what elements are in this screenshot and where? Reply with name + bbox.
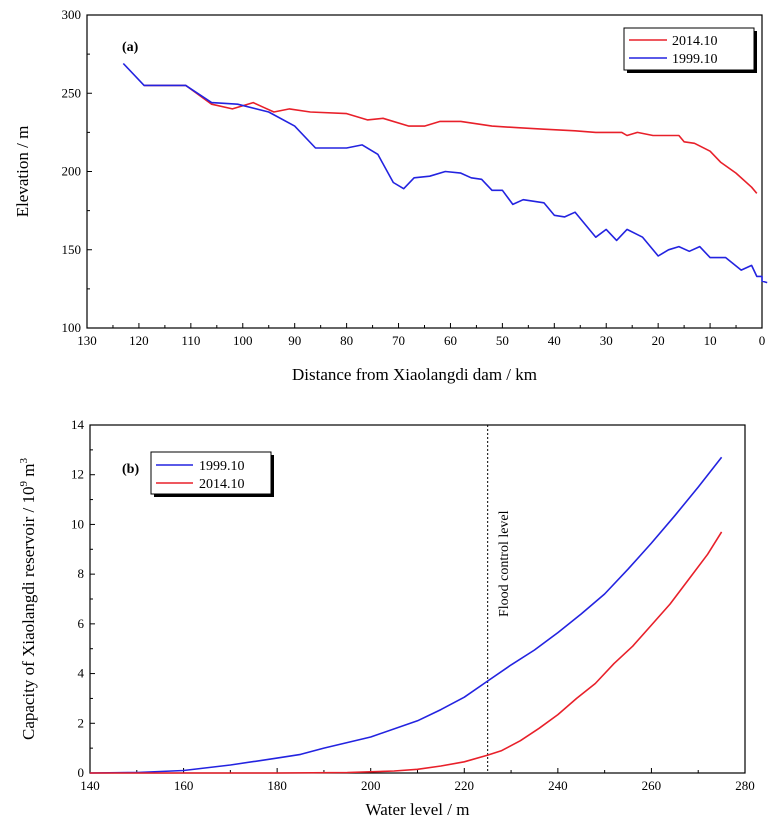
y-tick-label-a-3: 250 (62, 85, 82, 100)
panel-label-b: (b) (122, 462, 139, 477)
legend-entry-2014-a: 2014.10 (672, 34, 718, 49)
ticks-b: 140 160 180 200 220 240 260 280 0 2 4 6 8 10 12 14 (71, 417, 755, 793)
x-tick-label-b-4: 220 (455, 778, 475, 793)
x-tick-label-b-6: 260 (642, 778, 662, 793)
legend-entry-1999-b: 1999.10 (199, 459, 245, 474)
y-tick-label-a-1: 150 (62, 242, 82, 257)
y-tick-label-b-1: 2 (78, 715, 85, 730)
legend-entry-1999-a: 1999.10 (672, 52, 718, 67)
y-tick-label-a-0: 100 (62, 320, 82, 335)
x-tick-label-b-0: 140 (80, 778, 100, 793)
x-tick-label-a-9: 40 (548, 333, 561, 348)
series-b (89, 456, 723, 774)
x-tick-label-a-11: 20 (652, 333, 665, 348)
x-tick-label-a-7: 60 (444, 333, 457, 348)
legend-a: 2014.10 1999.10 (623, 27, 757, 73)
y-tick-label-b-0: 0 (78, 765, 85, 780)
x-tick-label-a-13: 0 (759, 333, 766, 348)
x-tick-label-b-5: 240 (548, 778, 568, 793)
y-axis-label-b: Capacity of Xiaolangdi reservoir / 109 m… (18, 458, 38, 741)
y-tick-label-b-2: 4 (78, 666, 85, 681)
series-line-b-1999-10 (89, 456, 723, 774)
y-axis-label-a: Elevation / m (13, 126, 32, 218)
y-tick-label-b-6: 12 (71, 467, 84, 482)
panel-b: 140 160 180 200 220 240 260 280 0 2 4 6 8 10 12 14 Floo… (18, 417, 755, 819)
y-tick-label-b-4: 8 (78, 566, 85, 581)
legend-b: 1999.10 2014.10 (150, 451, 274, 497)
x-tick-label-a-4: 90 (288, 333, 301, 348)
y-tick-label-b-5: 10 (71, 516, 84, 531)
ticks-a: 130 120 110 100 90 80 70 60 50 40 30 20 10 0100150200… (62, 7, 766, 348)
x-tick-label-a-10: 30 (600, 333, 613, 348)
x-axis-label-a: Distance from Xiaolangdi dam / km (292, 365, 537, 384)
y-tick-label-b-7: 14 (71, 417, 85, 432)
x-tick-label-a-12: 10 (704, 333, 717, 348)
x-tick-label-a-0: 130 (77, 333, 97, 348)
flood-control-label: Flood control level (497, 510, 512, 617)
x-tick-label-a-2: 110 (181, 333, 200, 348)
x-tick-label-b-1: 160 (174, 778, 194, 793)
panel-label-a: (a) (122, 40, 139, 55)
y-tick-label-b-3: 6 (78, 616, 85, 631)
series-line-a-1999-10 (122, 62, 768, 284)
y-tick-label-a-2: 200 (62, 164, 82, 179)
panel-a: 130 120 110 100 90 80 70 60 50 40 30 20 10 0100150200… (13, 7, 768, 384)
x-tick-label-a-6: 70 (392, 333, 405, 348)
x-tick-label-a-1: 120 (129, 333, 149, 348)
x-tick-label-a-5: 80 (340, 333, 353, 348)
legend-entry-2014-b: 2014.10 (199, 477, 245, 492)
x-tick-label-a-3: 100 (233, 333, 253, 348)
x-axis-label-b: Water level / m (366, 800, 470, 819)
x-tick-label-b-2: 180 (267, 778, 287, 793)
series-a (122, 62, 768, 284)
y-tick-label-a-4: 300 (62, 7, 82, 22)
series-line-a-2014-10 (144, 84, 758, 194)
x-tick-label-b-3: 200 (361, 778, 381, 793)
x-tick-label-a-8: 50 (496, 333, 509, 348)
x-tick-label-b-7: 280 (735, 778, 755, 793)
series-line-b-2014-10 (90, 531, 723, 774)
